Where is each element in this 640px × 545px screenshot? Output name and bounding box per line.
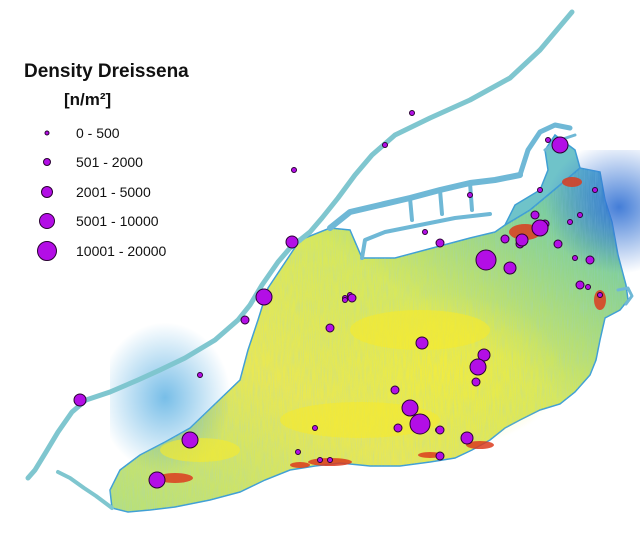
sample-marker-0-500 xyxy=(295,449,301,455)
sample-marker-5001-10000 xyxy=(148,471,166,489)
legend-swatch xyxy=(37,240,57,261)
sample-marker-0-500 xyxy=(592,187,598,193)
legend-item: 10001 - 20000 xyxy=(18,236,218,266)
sample-marker-501-2000 xyxy=(325,323,335,333)
sample-marker-501-2000 xyxy=(575,280,585,290)
sample-marker-0-500 xyxy=(572,255,578,261)
sample-marker-501-2000 xyxy=(393,423,403,433)
legend: Density Dreissena [n/m²] 0 - 500 501 - 2… xyxy=(18,60,218,266)
canal-west xyxy=(25,237,303,481)
sample-marker-501-2000 xyxy=(585,255,595,265)
legend-title: Density Dreissena xyxy=(24,61,189,82)
legend-label: 0 - 500 xyxy=(76,124,120,141)
sample-marker-0-500 xyxy=(342,297,348,303)
sample-marker-0-500 xyxy=(409,110,415,116)
sample-marker-5001-10000 xyxy=(469,358,487,376)
harbor-channels xyxy=(327,172,523,231)
legend-item: 501 - 2000 xyxy=(18,148,218,178)
sample-marker-0-500 xyxy=(467,192,473,198)
canal-southwest xyxy=(56,470,114,510)
legend-label: 2001 - 5000 xyxy=(76,183,151,200)
legend-label: 501 - 2000 xyxy=(76,154,143,171)
sample-marker-10001-20000 xyxy=(475,249,497,271)
legend-item: 2001 - 5000 xyxy=(18,177,218,207)
sample-marker-0-500 xyxy=(597,292,603,298)
sample-marker-5001-10000 xyxy=(181,431,199,449)
canals xyxy=(25,9,634,510)
sample-marker-0-500 xyxy=(291,167,297,173)
sample-marker-501-2000 xyxy=(347,293,357,303)
sample-marker-5001-10000 xyxy=(531,219,549,237)
sample-marker-0-500 xyxy=(317,457,323,463)
sample-marker-5001-10000 xyxy=(401,399,419,417)
sample-marker-0-500 xyxy=(312,425,318,431)
sample-marker-0-500 xyxy=(577,212,583,218)
sample-marker-0-500 xyxy=(382,142,388,148)
legend-swatch xyxy=(43,158,51,167)
sample-marker-0-500 xyxy=(545,137,551,143)
sample-marker-501-2000 xyxy=(390,385,400,395)
legend-label: 10001 - 20000 xyxy=(76,242,167,259)
legend-items: 0 - 500 501 - 2000 2001 - 5000 5001 - 10… xyxy=(18,118,218,266)
sample-marker-2001-5000 xyxy=(503,261,517,275)
sample-markers xyxy=(73,110,603,489)
sample-marker-2001-5000 xyxy=(515,233,529,247)
sample-marker-2001-5000 xyxy=(415,336,429,350)
sample-marker-2001-5000 xyxy=(285,235,299,249)
sample-marker-0-500 xyxy=(537,187,543,193)
sample-marker-501-2000 xyxy=(471,377,481,387)
sample-marker-501-2000 xyxy=(435,425,445,435)
legend-swatch xyxy=(39,213,55,230)
sample-marker-10001-20000 xyxy=(409,413,431,435)
sample-marker-0-500 xyxy=(422,229,428,235)
sample-marker-0-500 xyxy=(567,219,573,225)
legend-item: 5001 - 10000 xyxy=(18,207,218,237)
sample-marker-501-2000 xyxy=(435,451,445,461)
legend-swatch xyxy=(41,185,53,198)
sample-marker-501-2000 xyxy=(553,239,563,249)
sample-marker-0-500 xyxy=(197,372,203,378)
sample-marker-501-2000 xyxy=(435,238,445,248)
legend-swatch xyxy=(44,130,50,136)
sample-marker-501-2000 xyxy=(500,234,510,244)
legend-unit: [n/m²] xyxy=(64,90,112,109)
sample-marker-0-500 xyxy=(585,284,591,290)
legend-label: 5001 - 10000 xyxy=(76,213,159,230)
lake-body xyxy=(109,133,640,513)
legend-item: 0 - 500 xyxy=(18,118,218,148)
sample-marker-2001-5000 xyxy=(460,431,474,445)
sample-marker-501-2000 xyxy=(240,315,250,325)
sample-marker-501-2000 xyxy=(530,210,540,220)
sample-marker-5001-10000 xyxy=(551,136,569,154)
sample-marker-5001-10000 xyxy=(255,288,273,306)
sample-marker-2001-5000 xyxy=(73,393,87,407)
sample-marker-0-500 xyxy=(327,457,333,463)
